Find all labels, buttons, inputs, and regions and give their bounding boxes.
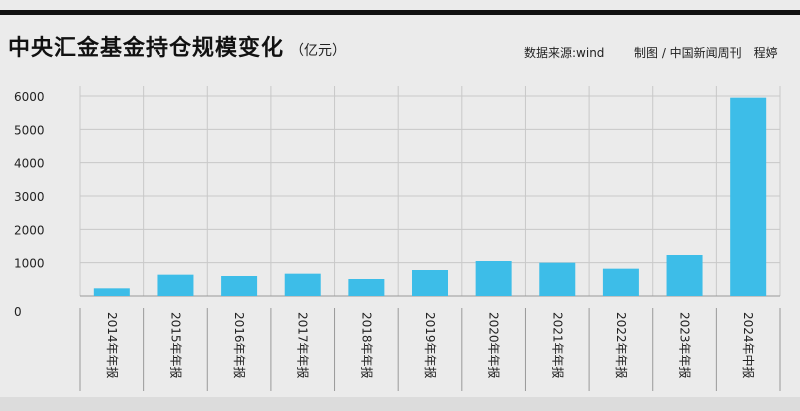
chart-title: 中央汇金基金持仓规模变化: [8, 36, 285, 61]
bar: [221, 276, 258, 296]
x-tick-label: 2018年年报: [359, 312, 374, 379]
bottom-rule: [0, 397, 800, 411]
y-tick-label: 3000: [14, 190, 45, 204]
bar: [284, 273, 321, 296]
y-tick-label: 5000: [14, 123, 45, 137]
y-tick-label: 0: [14, 305, 22, 319]
x-tick-label: 2023年年报: [678, 312, 693, 379]
bar: [666, 255, 703, 296]
bar: [730, 97, 767, 297]
x-tick-label: 2021年年报: [550, 312, 565, 379]
y-tick-label: 2000: [14, 223, 45, 237]
bar: [157, 274, 194, 296]
x-tick-label: 2024年中报: [741, 312, 756, 379]
x-tick-label: 2020年年报: [487, 312, 502, 379]
bar: [475, 261, 512, 296]
data-source: 数据来源:wind: [524, 46, 605, 60]
x-tick-label: 2019年年报: [423, 312, 438, 379]
bar: [539, 262, 576, 296]
chart-credit: 制图 / 中国新闻周刊 程婷: [634, 46, 778, 60]
title-block: 中央汇金基金持仓规模变化 （亿元）: [8, 30, 346, 62]
x-tick-label: 2015年年报: [168, 312, 183, 379]
x-tick-label: 2016年年报: [232, 312, 247, 379]
bar: [93, 288, 130, 296]
bar: [602, 268, 639, 296]
bar: [348, 279, 385, 296]
x-tick-label: 2022年年报: [614, 312, 629, 379]
bar: [412, 270, 448, 296]
y-tick-label: 4000: [14, 157, 45, 171]
unit-label: （亿元）: [290, 43, 347, 59]
y-tick-label: 1000: [14, 257, 45, 271]
x-tick-label: 2017年年报: [296, 312, 311, 379]
top-rule: [0, 10, 800, 15]
y-tick-label: 6000: [14, 90, 45, 104]
x-tick-label: 2014年年报: [105, 312, 120, 379]
